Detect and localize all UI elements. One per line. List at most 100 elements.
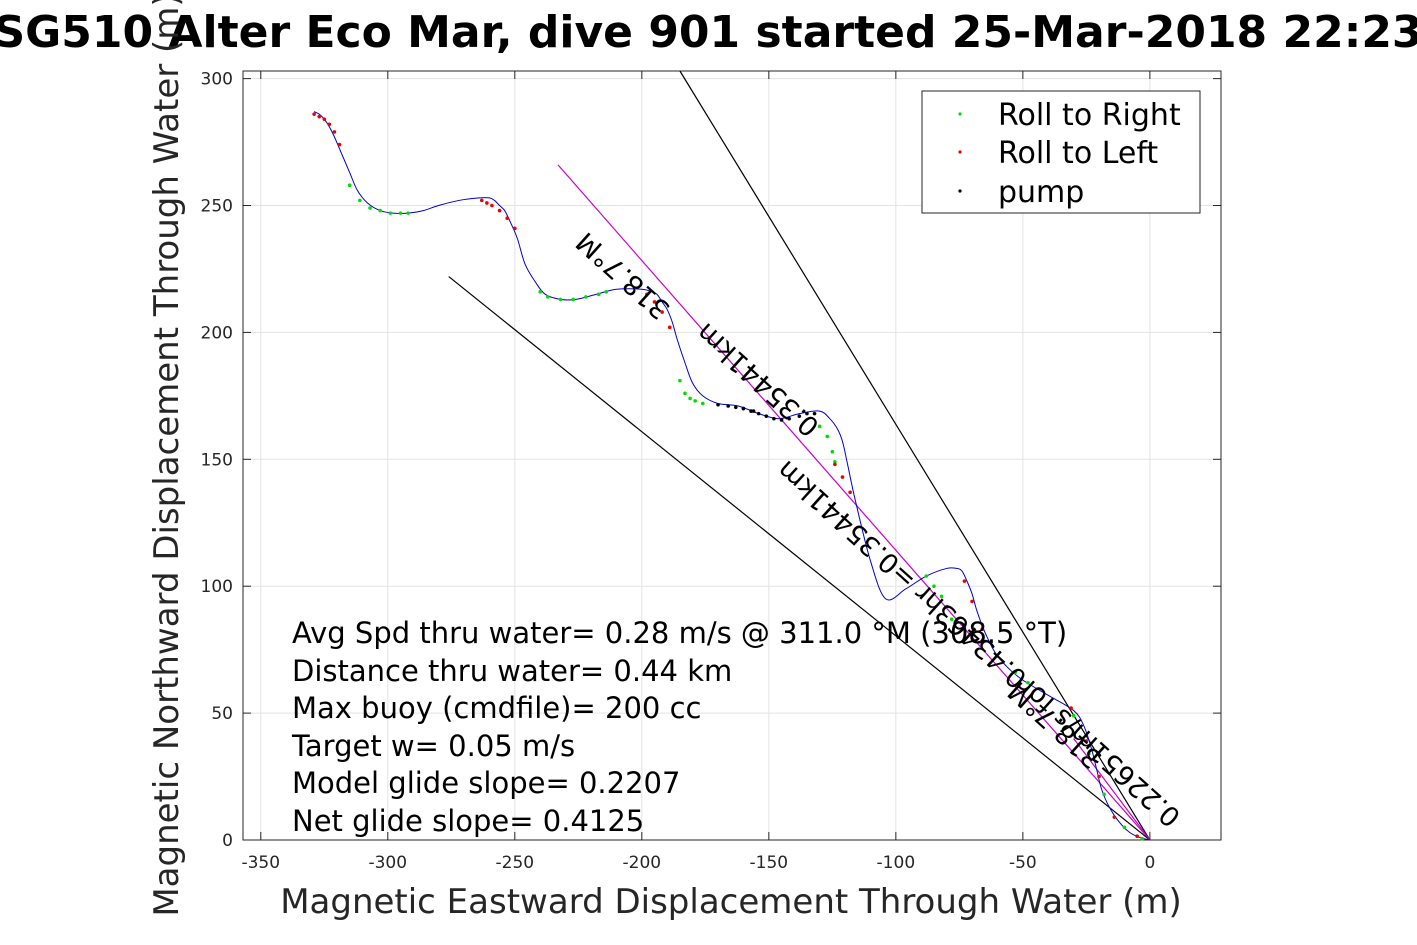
pump-point bbox=[756, 411, 761, 416]
roll-right-point bbox=[596, 292, 601, 297]
pump-point bbox=[805, 411, 809, 416]
pump-point bbox=[741, 406, 746, 411]
roll-right-point bbox=[830, 449, 835, 454]
roll-right-point bbox=[1071, 713, 1076, 718]
roll-right-point bbox=[571, 297, 576, 302]
x-axis-label: Magnetic Eastward Displacement Through W… bbox=[280, 882, 1182, 922]
reference-line bbox=[557, 164, 1151, 841]
roll-left-point bbox=[652, 300, 657, 304]
roll-right-point bbox=[678, 378, 682, 383]
roll-left-point bbox=[485, 201, 489, 205]
roll-right-point bbox=[584, 295, 588, 299]
x-tick-label: -350 bbox=[241, 853, 280, 873]
roll-left-point bbox=[1084, 739, 1089, 743]
roll-left-point bbox=[1112, 815, 1117, 819]
roll-left-point bbox=[1069, 706, 1073, 710]
x-tick-label: -200 bbox=[623, 853, 662, 873]
x-tick-label: -150 bbox=[750, 853, 789, 873]
roll-right-point bbox=[932, 584, 936, 589]
roll-right-point bbox=[388, 211, 393, 215]
legend-marker-pump bbox=[958, 189, 962, 193]
roll-left-point bbox=[505, 216, 509, 221]
roll-right-point bbox=[546, 295, 550, 299]
roll-right-point bbox=[944, 604, 949, 609]
rotated-label: 0.35441km bbox=[691, 316, 826, 442]
roll-right-point bbox=[604, 290, 609, 294]
pump-point bbox=[797, 414, 802, 418]
roll-right-point bbox=[683, 391, 687, 396]
pump-point bbox=[749, 409, 753, 413]
roll-right-point bbox=[368, 206, 372, 210]
annotation-net-glide: Net glide slope= 0.4125 bbox=[292, 804, 644, 838]
pump-point bbox=[734, 405, 738, 410]
pump-point bbox=[764, 414, 769, 418]
legend-marker-right bbox=[958, 112, 962, 116]
reference-line bbox=[448, 276, 1151, 841]
annotation-max-buoy: Max buoy (cmdfile)= 200 cc bbox=[292, 691, 701, 725]
annotation-block: Avg Spd thru water= 0.28 m/s @ 311.0 °M … bbox=[291, 616, 1067, 838]
roll-left-point bbox=[327, 122, 332, 127]
roll-right-point bbox=[378, 208, 382, 213]
roll-left-point bbox=[962, 579, 967, 583]
y-tick-label: 300 bbox=[201, 70, 233, 90]
roll-right-point bbox=[358, 198, 362, 203]
roll-left-point bbox=[833, 462, 837, 467]
roll-left-point bbox=[1097, 774, 1101, 779]
rotated-label: 318.7°M bbox=[571, 226, 677, 325]
roll-left-point bbox=[497, 208, 502, 213]
roll-right-point bbox=[398, 211, 403, 215]
pump-point bbox=[772, 416, 776, 421]
legend-label-left: Roll to Left bbox=[998, 136, 1158, 171]
roll-right-point bbox=[833, 460, 837, 464]
x-tick-label: 0 bbox=[1144, 853, 1155, 873]
roll-left-point bbox=[332, 130, 337, 134]
pump-point bbox=[726, 404, 730, 408]
roll-left-point bbox=[1135, 834, 1139, 838]
annotation-model-glide: Model glide slope= 0.2207 bbox=[292, 766, 680, 800]
roll-right-point bbox=[1013, 670, 1018, 675]
y-axis-label: Magnetic Northward Displacement Through … bbox=[147, 0, 187, 917]
roll-left-point bbox=[970, 599, 974, 604]
annotation-target-w: Target w= 0.05 m/s bbox=[291, 729, 575, 763]
roll-left-point bbox=[980, 627, 985, 632]
roll-right-point bbox=[1087, 751, 1091, 756]
roll-right-point bbox=[817, 424, 822, 429]
roll-left-point bbox=[317, 114, 322, 119]
roll-left-point bbox=[490, 203, 494, 208]
y-tick-label: 250 bbox=[201, 197, 233, 217]
x-tick-label: -250 bbox=[496, 853, 535, 873]
pump-point bbox=[716, 402, 720, 407]
pump-point bbox=[812, 411, 817, 416]
legend-label-right: Roll to Right bbox=[998, 98, 1181, 133]
y-tick-label: 100 bbox=[201, 577, 233, 597]
roll-right-point bbox=[693, 399, 697, 403]
reference-line bbox=[1073, 738, 1151, 841]
x-tick-label: -50 bbox=[1009, 853, 1037, 873]
y-tick-label: 50 bbox=[211, 704, 233, 724]
legend: Roll to Right Roll to Left pump bbox=[921, 90, 1201, 214]
roll-right-point bbox=[939, 594, 944, 599]
reference-line bbox=[679, 70, 1151, 841]
axis-ticks: -350 -300 -250 -200 -150 -100 -50 0 0 50 100 150 200… bbox=[201, 70, 1221, 873]
roll-left-point bbox=[312, 112, 316, 116]
roll-left-point bbox=[513, 226, 517, 231]
pump-point bbox=[779, 418, 784, 422]
point-layer bbox=[312, 112, 1145, 841]
roll-left-point bbox=[645, 292, 649, 297]
roll-right-point bbox=[1122, 825, 1127, 830]
legend-marker-left bbox=[958, 150, 962, 154]
y-tick-label: 200 bbox=[201, 323, 233, 343]
roll-left-point bbox=[667, 325, 672, 330]
track-path bbox=[313, 111, 1150, 841]
pump-point bbox=[751, 409, 756, 413]
pump-point bbox=[787, 416, 791, 421]
roll-right-point bbox=[1140, 836, 1145, 841]
roll-right-point bbox=[700, 401, 705, 406]
roll-left-point bbox=[848, 490, 852, 495]
roll-right-point bbox=[1102, 792, 1106, 797]
y-tick-label: 0 bbox=[222, 831, 233, 851]
x-tick-label: -100 bbox=[877, 853, 916, 873]
roll-left-point bbox=[322, 117, 327, 122]
